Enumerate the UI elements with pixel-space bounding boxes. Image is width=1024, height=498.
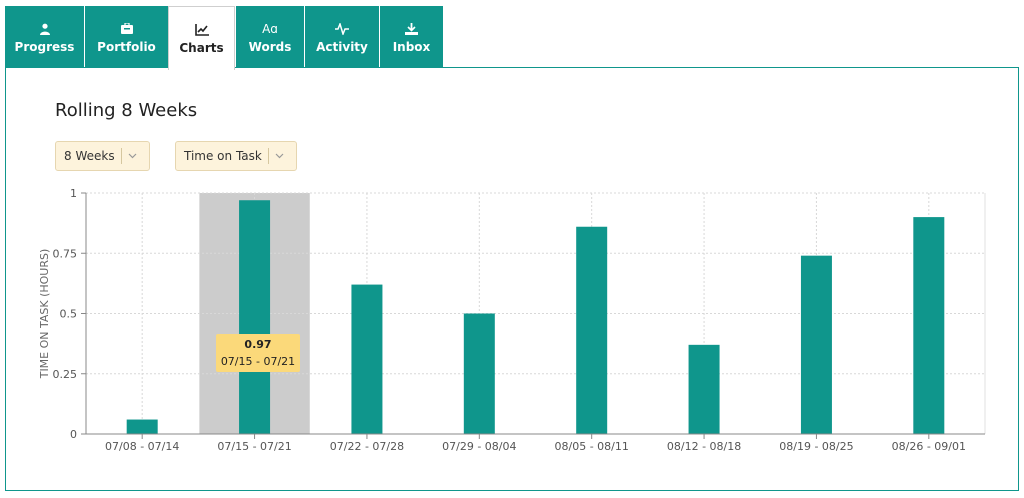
tooltip-label: 07/15 - 07/21 [220,355,296,368]
tab-portfolio-label: Portfolio [97,39,156,54]
y-tick-label: 0.75 [53,247,78,260]
bar-08190825 [800,255,832,434]
metric-dropdown[interactable]: Time on Task [175,141,297,171]
pulse-icon [335,21,349,37]
tab-activity[interactable]: Activity [305,6,379,68]
chevron-down-icon [269,153,291,159]
tab-inbox-label: Inbox [392,39,431,54]
range-dropdown-value: 8 Weeks [64,149,115,163]
metric-dropdown-value: Time on Task [184,149,262,163]
x-tick-label: 08/05 - 08/11 [555,440,629,453]
charts-panel: Rolling 8 Weeks 8 Weeks Time on Task [5,67,1019,491]
tooltip-value: 0.97 [244,338,272,351]
tab-words-label: Words [248,39,292,54]
x-tick-label: 08/19 - 08/25 [779,440,853,453]
x-tick-label: 08/12 - 08/18 [667,440,741,453]
tab-charts-label: Charts [179,41,224,55]
bar-08260901 [913,217,945,434]
bar-08050811 [576,226,608,434]
person-icon [39,21,51,37]
bar-07290804 [463,313,495,434]
tab-progress-label: Progress [14,39,75,54]
y-tick-label: 0 [70,428,77,441]
y-tick-label: 0.5 [60,308,78,321]
chart-tooltip: 0.97 07/15 - 07/21 [216,334,300,372]
bar-08120818 [688,344,720,434]
x-tick-label: 08/26 - 09/01 [892,440,966,453]
briefcase-icon [120,21,133,37]
x-tick-label: 07/08 - 07/14 [105,440,179,453]
bar-07150721 [239,200,271,434]
tab-activity-label: Activity [316,39,368,54]
x-tick-label: 07/22 - 07/28 [330,440,404,453]
bar-07080714 [126,419,158,434]
y-axis-label: TIME ON TASK (HOURS) [38,249,51,380]
tab-charts[interactable]: Charts [168,6,235,70]
range-dropdown[interactable]: 8 Weeks [55,141,150,171]
y-tick-label: 1 [70,187,77,200]
page-title: Rolling 8 Weeks [55,100,198,121]
chevron-down-icon [122,153,144,159]
bar-07220728 [351,284,383,434]
letters-icon: Aɑ [262,21,278,36]
tab-words[interactable]: Aɑ Words [236,6,304,68]
x-tick-label: 07/15 - 07/21 [217,440,291,453]
x-tick-label: 07/29 - 08/04 [442,440,516,453]
line-chart-icon [194,22,209,38]
tab-inbox[interactable]: Inbox [380,6,443,68]
download-tray-icon [405,21,418,37]
tab-portfolio[interactable]: Portfolio [85,6,168,68]
tab-progress[interactable]: Progress [5,6,84,68]
y-tick-label: 0.25 [53,368,78,381]
